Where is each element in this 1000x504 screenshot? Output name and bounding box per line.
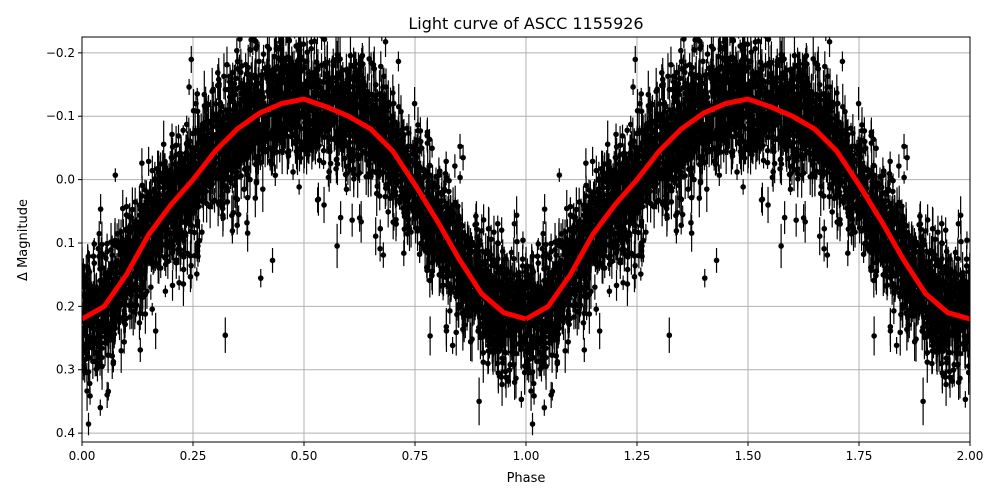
data-point <box>759 187 765 212</box>
data-point <box>677 19 683 34</box>
data-point <box>476 377 482 425</box>
data-point <box>724 3 730 19</box>
data-point <box>630 79 636 95</box>
data-point <box>763 22 769 50</box>
data-point <box>222 317 228 352</box>
data-point <box>728 10 734 36</box>
data-point <box>321 145 327 156</box>
data-point <box>708 0 714 29</box>
data-point <box>920 377 926 425</box>
data-point <box>888 310 894 352</box>
data-point <box>138 338 144 362</box>
data-point <box>542 399 548 415</box>
data-point <box>86 413 92 435</box>
data-point <box>620 276 626 290</box>
data-point <box>412 87 418 120</box>
data-point <box>894 337 900 354</box>
data-point <box>943 217 949 243</box>
data-point <box>349 204 355 237</box>
data-point <box>444 310 450 352</box>
data-point <box>311 0 317 9</box>
data-point <box>280 3 286 19</box>
data-point <box>319 22 325 50</box>
data-point <box>296 179 302 194</box>
data-point <box>186 79 192 95</box>
data-point <box>755 0 761 9</box>
data-point <box>613 124 619 146</box>
data-point <box>499 217 505 243</box>
data-point <box>666 317 672 352</box>
data-point <box>237 30 243 49</box>
data-point <box>549 382 555 400</box>
data-point <box>592 274 598 299</box>
data-point <box>856 87 862 120</box>
data-point <box>887 152 893 172</box>
data-point <box>702 269 708 287</box>
data-point <box>194 88 200 100</box>
data-point <box>176 276 182 290</box>
data-point <box>823 27 829 41</box>
data-point <box>740 179 746 194</box>
data-point <box>765 156 771 169</box>
data-point <box>607 285 613 297</box>
data-point <box>845 240 851 266</box>
data-point <box>203 11 209 31</box>
data-point <box>450 337 456 354</box>
data-point <box>736 14 742 39</box>
data-point <box>840 51 846 71</box>
data-point <box>704 166 710 212</box>
data-point <box>519 391 525 408</box>
data-point <box>452 154 458 178</box>
data-point <box>163 285 169 297</box>
data-point <box>244 213 250 233</box>
data-point <box>638 88 644 100</box>
data-point <box>396 51 402 71</box>
data-point <box>139 148 145 178</box>
data-point <box>765 187 771 223</box>
data-point <box>734 164 740 180</box>
data-point <box>681 30 687 49</box>
data-point <box>315 0 321 32</box>
data-point <box>290 164 296 180</box>
data-point <box>793 204 799 237</box>
data-point <box>759 0 765 32</box>
data-point <box>963 391 969 408</box>
data-point <box>260 166 266 212</box>
data-point <box>638 267 644 280</box>
data-point <box>258 269 264 287</box>
data-point <box>270 248 276 273</box>
data-point <box>105 382 111 400</box>
data-point <box>233 19 239 34</box>
data-point <box>583 148 589 178</box>
data-point <box>765 145 771 156</box>
data-point <box>148 274 154 299</box>
data-point <box>321 156 327 169</box>
data-point <box>104 382 110 408</box>
data-point <box>321 187 327 223</box>
data-point <box>98 399 104 415</box>
data-point <box>401 240 407 266</box>
data-point <box>821 236 827 261</box>
data-point <box>292 14 298 39</box>
data-point <box>714 248 720 273</box>
data-point <box>315 187 321 212</box>
data-point <box>896 154 902 178</box>
data-point <box>582 338 588 362</box>
data-point <box>264 0 270 29</box>
data-point <box>530 413 536 435</box>
data-point <box>194 267 200 280</box>
data-point <box>443 152 449 172</box>
data-point <box>377 236 383 261</box>
data-point <box>169 124 175 146</box>
data-point <box>647 11 653 31</box>
data-point <box>284 10 290 36</box>
data-point <box>688 213 694 233</box>
data-point <box>548 382 554 408</box>
data-point <box>379 27 385 41</box>
